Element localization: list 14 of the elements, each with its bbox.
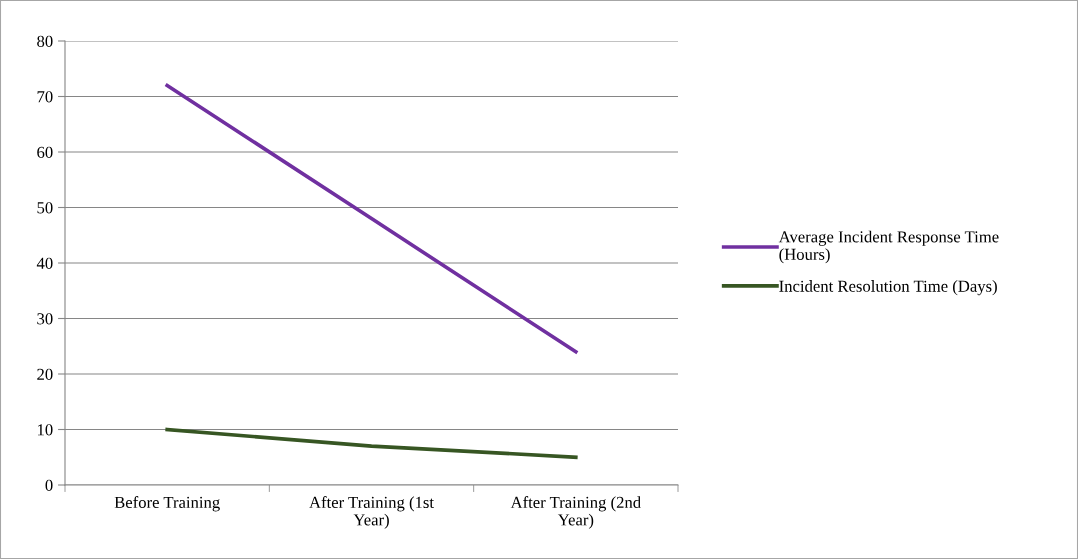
y-tick-label: 60	[37, 146, 53, 158]
y-tick-label: 0	[45, 479, 53, 491]
x-tick-label: After Training (2nd Year)	[510, 496, 641, 529]
y-tick-label: 20	[37, 368, 53, 380]
y-tick-label: 80	[37, 35, 53, 47]
x-tick-label: Before Training	[114, 496, 220, 512]
legend-label: Incident Resolution Time (Days)	[779, 280, 997, 296]
x-tick-label: After Training (1st Year)	[309, 496, 434, 529]
y-tick-label: 10	[37, 424, 53, 436]
y-tick-label: 70	[37, 91, 53, 103]
y-tick-label: 50	[37, 202, 53, 214]
y-tick-label: 40	[36, 257, 53, 269]
legend-label: Average Incident Response Time (Hours)	[778, 230, 999, 264]
y-tick-label: 30	[37, 313, 53, 325]
